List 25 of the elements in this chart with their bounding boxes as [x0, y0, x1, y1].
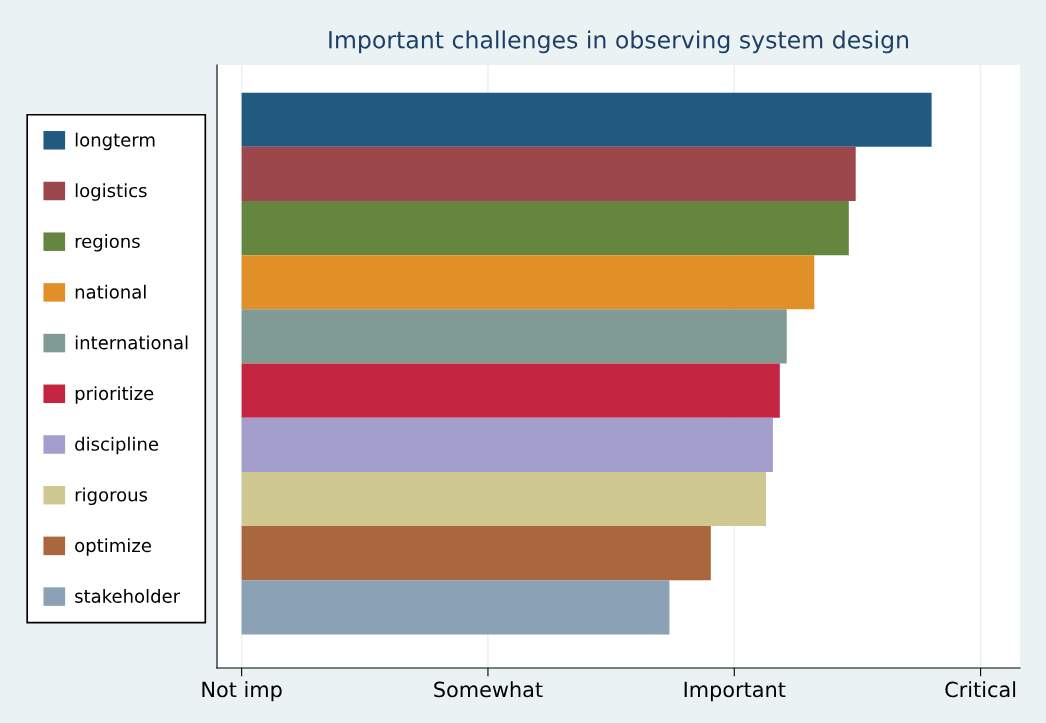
- bar: [241, 255, 815, 310]
- bar: [241, 417, 773, 472]
- legend-label: regions: [75, 234, 140, 252]
- legend-label: longterm: [75, 132, 155, 151]
- legend-label: optimize: [75, 538, 151, 556]
- bar: [241, 363, 780, 418]
- legend-label: national: [75, 284, 146, 299]
- ref-line-label: Somewhat: [434, 681, 543, 698]
- bar: [241, 526, 711, 581]
- legend-label: logistics: [75, 183, 147, 201]
- ref-line-label: Important: [684, 681, 786, 702]
- legend-label: prioritize: [75, 386, 154, 404]
- bar: [241, 309, 787, 364]
- legend-label: discipline: [75, 436, 159, 455]
- ref-line-label: Critical: [945, 681, 1016, 698]
- legend-label: stakeholder: [75, 588, 181, 603]
- bar: [241, 146, 856, 201]
- bar: [241, 471, 767, 527]
- chart-title: Important challenges in observing system design: [329, 30, 909, 54]
- ref-line-label: Not imp: [202, 681, 282, 702]
- bar: [241, 580, 670, 635]
- legend-label: rigorous: [75, 487, 148, 506]
- bar: [241, 200, 849, 256]
- bar: [241, 92, 932, 147]
- legend-label: international: [75, 335, 188, 350]
